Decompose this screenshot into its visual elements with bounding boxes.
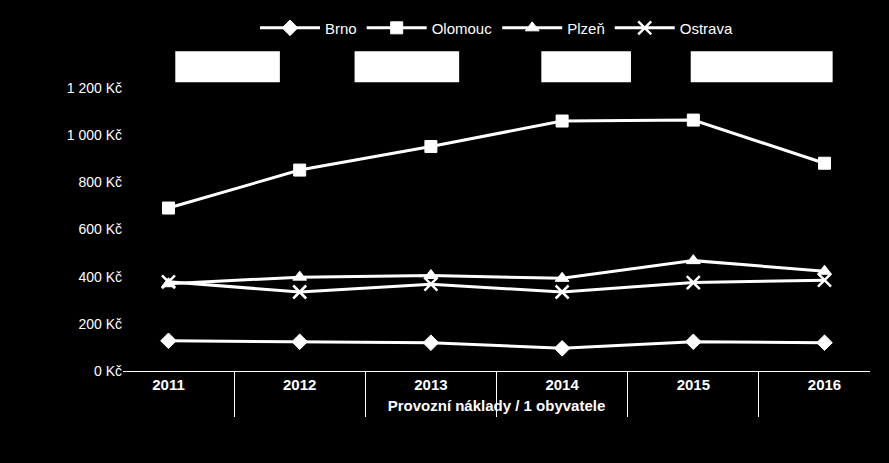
svg-text:2014: 2014 (545, 376, 579, 393)
svg-text:2012: 2012 (283, 376, 316, 393)
svg-text:1 200 Kč: 1 200 Kč (67, 80, 122, 96)
svg-text:600 Kč: 600 Kč (78, 221, 122, 237)
svg-text:2013: 2013 (414, 376, 447, 393)
svg-text:2016: 2016 (808, 376, 841, 393)
svg-text:Ostrava: Ostrava (680, 20, 733, 37)
svg-text:Provozní náklady / 1 obyvatele: Provozní náklady / 1 obyvatele (388, 397, 606, 414)
svg-text:0 Kč: 0 Kč (94, 363, 122, 379)
svg-text:800 Kč: 800 Kč (78, 174, 122, 190)
svg-text:400 Kč: 400 Kč (78, 269, 122, 285)
svg-text:1 000 Kč: 1 000 Kč (67, 127, 122, 143)
svg-text:Olomouc: Olomouc (432, 20, 493, 37)
svg-text:200 Kč: 200 Kč (78, 316, 122, 332)
svg-text:Plzeň: Plzeň (567, 20, 605, 37)
svg-text:2015: 2015 (677, 376, 710, 393)
svg-text:2011: 2011 (152, 376, 185, 393)
svg-text:Brno: Brno (325, 20, 357, 37)
